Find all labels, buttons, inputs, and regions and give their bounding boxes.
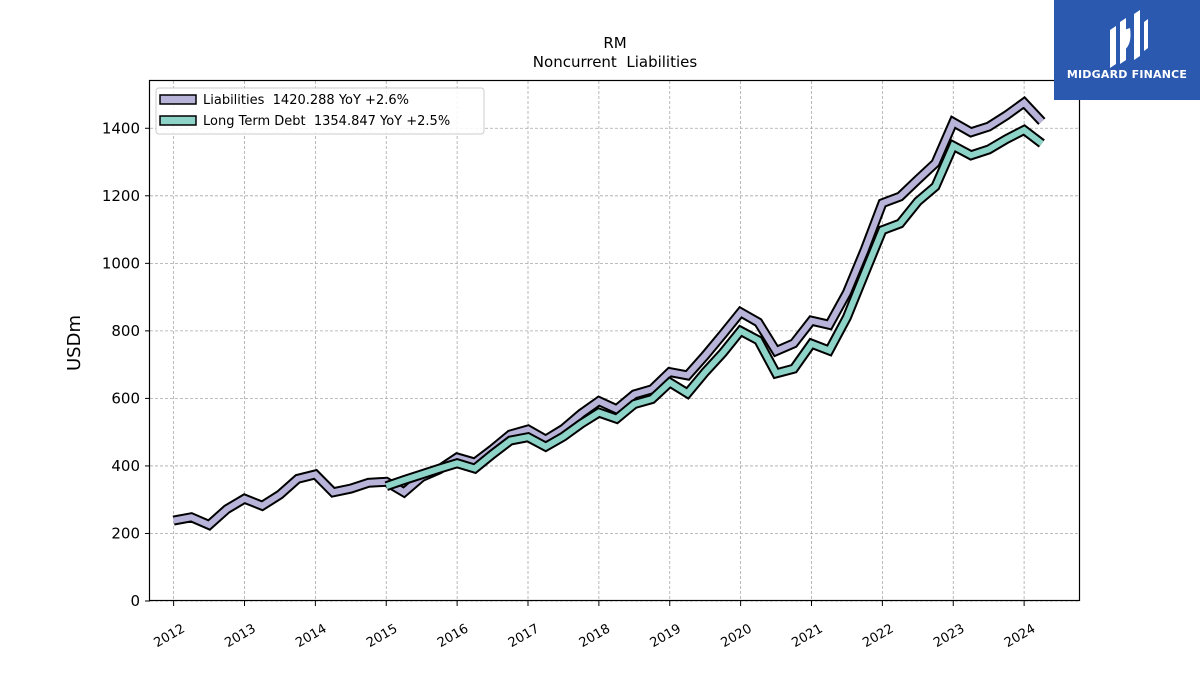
logo-text: MIDGARD FINANCE — [1066, 68, 1188, 81]
y-tick-label: 200 — [111, 524, 140, 542]
x-tick-label: 2012 — [151, 621, 187, 651]
legend-swatch-long-term-debt — [159, 115, 197, 126]
x-tick-label: 2014 — [293, 621, 329, 651]
y-tick-label: 400 — [111, 457, 140, 475]
x-tick-label: 2016 — [435, 621, 471, 651]
y-tick-label: 0 — [130, 592, 140, 610]
x-tick-label: 2018 — [577, 621, 613, 651]
y-axis-ticks: 0 200 400 600 800 1000 1200 1400 — [102, 119, 150, 610]
x-tick-label: 2023 — [931, 621, 967, 651]
series-outline-liabilities — [172, 95, 1046, 531]
series-layer — [172, 95, 1046, 531]
x-tick-label: 2024 — [1002, 621, 1038, 651]
series-line-long-term-debt — [385, 126, 1044, 490]
x-tick-label: 2015 — [364, 621, 400, 651]
y-axis-label: USDm — [64, 315, 85, 371]
legend-label-long-term-debt: Long Term Debt 1354.847 YoY +2.5% — [203, 114, 450, 129]
legend-label-liabilities: Liabilities 1420.288 YoY +2.6% — [203, 93, 409, 108]
brand-logo: MIDGARD FINANCE — [1054, 0, 1200, 100]
y-tick-label: 1000 — [102, 254, 140, 272]
x-tick-label: 2020 — [718, 621, 754, 651]
grid — [150, 81, 1080, 602]
chart-title: RM — [603, 34, 626, 52]
plot-frame — [148, 79, 1081, 602]
legend-box — [155, 87, 485, 135]
x-axis-ticks: 2012 2013 2014 2015 2016 2017 2018 2019 2020 2021… — [151, 601, 1038, 651]
y-tick-label: 1400 — [102, 119, 140, 137]
y-tick-label: 1200 — [102, 187, 140, 205]
x-tick-label: 2022 — [860, 621, 896, 651]
x-tick-label: 2017 — [506, 621, 542, 651]
x-tick-label: 2013 — [222, 621, 258, 651]
y-tick-label: 800 — [111, 322, 140, 340]
logo-mark-icon — [1110, 10, 1148, 68]
y-tick-label: 600 — [111, 389, 140, 407]
x-tick-label: 2019 — [648, 621, 684, 651]
legend: Liabilities 1420.288 YoY +2.6% Long Term… — [155, 87, 485, 135]
legend-swatch-liabilities — [159, 94, 197, 105]
x-tick-label: 2021 — [789, 621, 825, 651]
series-line-liabilities — [173, 98, 1044, 529]
chart-subtitle: Noncurrent Liabilities — [533, 53, 698, 71]
series-outline-long-term-debt — [384, 124, 1045, 491]
